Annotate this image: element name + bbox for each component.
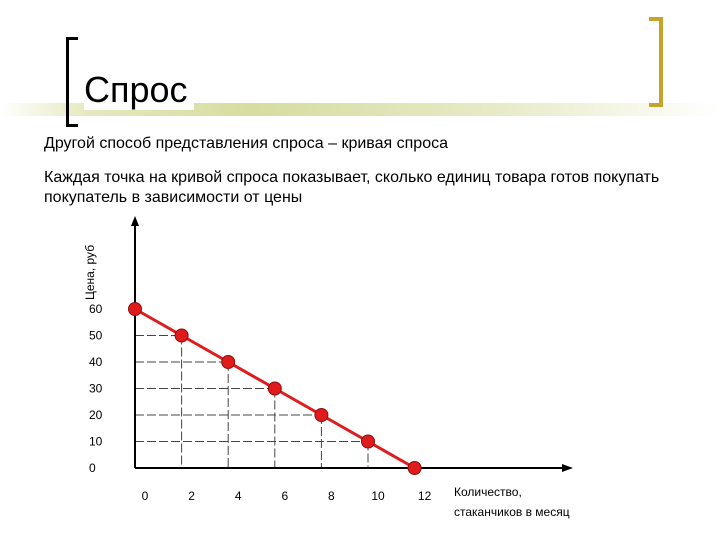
y-tick-label: 0 [89,461,96,475]
demand-point [128,302,142,316]
x-tick-labels: 0 2 4 6 8 10 12 [142,489,432,503]
x-axis-title: Количество, стаканчиков в месяц [454,485,570,519]
demand-point [314,408,329,422]
x-tick-label: 0 [142,489,149,503]
right-bracket-decoration [649,17,663,107]
x-tick-label: 6 [281,489,288,503]
y-tick-label: 20 [89,408,103,422]
y-tick-label: 40 [89,355,103,369]
y-tick-label: 60 [89,302,103,316]
slide-description: Каждая точка на кривой спроса показывает… [44,169,660,206]
slide-title: Спрос [84,70,194,110]
demand-point [174,328,189,343]
x-axis-arrow [562,464,573,472]
x-tick-label: 10 [371,489,385,503]
x-tick-label: 2 [188,489,195,503]
demand-point [361,434,375,449]
demand-point [267,381,282,396]
y-axis-arrow [131,216,139,226]
x-axis-title-line2: стаканчиков в месяц [454,505,570,519]
x-tick-label: 8 [328,489,335,503]
x-axis-title-line1: Количество, [454,485,522,499]
x-tick-label: 12 [418,489,432,503]
y-tick-label: 30 [89,382,103,396]
slide-subtitle: Другой способ представления спроса – кри… [44,135,448,152]
y-tick-labels: 0 10 20 30 40 50 60 [89,302,103,475]
guide-lines [135,335,369,468]
y-tick-label: 10 [89,435,103,449]
chart-axes [131,216,573,472]
x-tick-label: 4 [235,489,242,503]
left-bracket-decoration [66,37,78,127]
demand-point [407,461,422,475]
y-axis-title: Цена, руб [83,245,97,300]
y-tick-label: 50 [89,329,103,343]
demand-points [128,302,422,475]
demand-point [221,355,236,369]
